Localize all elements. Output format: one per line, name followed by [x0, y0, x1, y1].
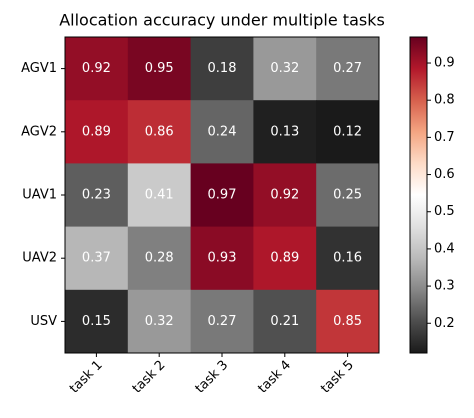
heatmap-cell	[65, 289, 129, 354]
cell-label: 0.85	[333, 314, 362, 329]
heatmap-cell	[316, 289, 380, 354]
x-tick-label: task 4	[255, 358, 294, 397]
x-tick-label: task 1	[67, 358, 106, 397]
heatmap-cell	[253, 100, 317, 164]
cell-label: 0.41	[145, 188, 174, 203]
x-tick-label: task 3	[193, 358, 232, 397]
cell-label: 0.89	[82, 124, 111, 139]
heatmap-cell	[65, 163, 129, 228]
cell-label: 0.89	[270, 251, 299, 266]
heatmap-cell	[127, 37, 192, 101]
heatmap-cell	[65, 226, 129, 291]
cell-label: 0.24	[208, 124, 237, 139]
cell-label: 0.28	[145, 251, 174, 266]
colorbar-tick-label: 0.5	[434, 204, 455, 219]
heatmap-cell	[253, 289, 317, 354]
cell-label: 0.32	[270, 61, 299, 76]
heatmap-cell	[316, 226, 380, 291]
cell-label: 0.13	[270, 124, 299, 139]
heatmap-cell	[316, 163, 380, 228]
cell-label: 0.21	[270, 314, 299, 329]
cell-label: 0.92	[82, 61, 111, 76]
heatmap-cell	[190, 163, 254, 228]
heatmap-cell	[316, 100, 380, 164]
cell-label: 0.86	[145, 124, 174, 139]
cell-label: 0.18	[208, 61, 237, 76]
cell-label: 0.37	[82, 251, 111, 266]
cell-label: 0.25	[333, 188, 362, 203]
x-tick-label: task 2	[130, 358, 169, 397]
colorbar-tick-label: 0.6	[434, 167, 455, 182]
chart-title: Allocation accuracy under multiple tasks	[59, 11, 385, 30]
heatmap-cell	[127, 100, 192, 164]
colorbar-tick-label: 0.7	[434, 130, 455, 145]
heatmap-cell	[65, 100, 129, 164]
y-tick-label: UAV2	[22, 251, 57, 266]
x-tick-label: task 5	[318, 358, 357, 397]
heatmap-cell	[190, 37, 254, 101]
heatmap-cell	[127, 163, 192, 228]
cell-label: 0.27	[333, 61, 362, 76]
y-tick-label: AGV1	[21, 61, 57, 76]
cell-label: 0.23	[82, 188, 111, 203]
colorbar	[409, 36, 428, 354]
y-tick-label: AGV2	[21, 124, 57, 139]
cell-label: 0.27	[208, 314, 237, 329]
heatmap-cell	[190, 226, 254, 291]
cell-label: 0.93	[208, 251, 237, 266]
cell-label: 0.92	[270, 188, 299, 203]
cell-label: 0.12	[333, 124, 362, 139]
heatmap-cell	[127, 289, 192, 354]
heatmap-cell	[127, 226, 192, 291]
heatmap-cell	[253, 37, 317, 101]
colorbar-tick-label: 0.4	[434, 241, 455, 256]
heatmap-cell	[253, 226, 317, 291]
colorbar-tick-label: 0.9	[434, 56, 455, 71]
cell-label: 0.32	[145, 314, 174, 329]
colorbar-tick-label: 0.2	[434, 316, 455, 331]
heatmap-cell	[190, 100, 254, 164]
heatmap-cell	[65, 37, 129, 101]
cell-label: 0.15	[82, 314, 111, 329]
y-tick-label: USV	[30, 314, 57, 329]
heatmap-cell	[190, 289, 254, 354]
cell-label: 0.16	[333, 251, 362, 266]
y-tick-label: UAV1	[22, 188, 57, 203]
heatmap-cell	[253, 163, 317, 228]
heatmap-cell	[316, 37, 380, 101]
colorbar-tick-label: 0.3	[434, 279, 455, 294]
cell-label: 0.97	[208, 188, 237, 203]
colorbar-tick-label: 0.8	[434, 93, 455, 108]
cell-label: 0.95	[145, 61, 174, 76]
